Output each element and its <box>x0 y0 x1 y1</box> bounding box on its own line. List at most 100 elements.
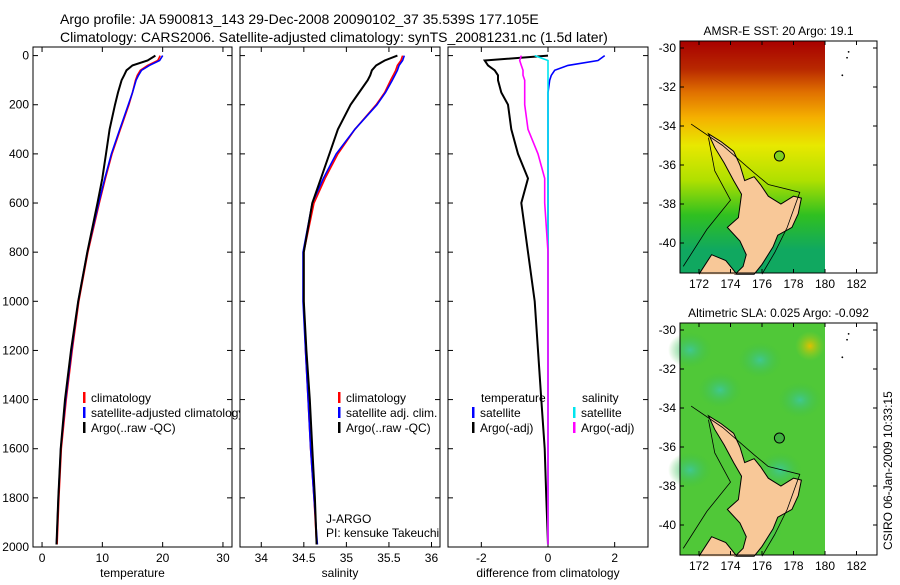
island-kermadec <box>846 56 848 59</box>
series-line-satellite-adj-clim- <box>302 55 406 545</box>
panel-temperature: 0 10 20 30 0 200 400 600 800 1000 1200 1400 1600 1800… <box>2 46 244 580</box>
lon-tick-label: 182 <box>846 559 866 573</box>
island-kermadec <box>846 338 848 341</box>
legend-swatch <box>338 422 341 433</box>
sla-anomaly <box>668 332 712 368</box>
figure-title-line2: Climatology: CARS2006. Satellite-adjuste… <box>60 29 608 45</box>
x-tick-label: 10 <box>96 551 110 565</box>
lon-tick-label: 180 <box>815 559 835 573</box>
legend-label: satellite <box>581 406 622 420</box>
y-tick-label: 0 <box>22 49 29 63</box>
lat-tick-label: -36 <box>659 440 677 454</box>
y-tick-label: 200 <box>9 98 29 112</box>
lon-tick-label: 174 <box>720 277 740 291</box>
legend-label: Argo(-adj) <box>480 421 533 435</box>
x-tick-label: 34.5 <box>292 551 316 565</box>
lon-tick-label: 176 <box>752 559 772 573</box>
lon-tick-label: 174 <box>720 559 740 573</box>
y-tick-label: 1600 <box>2 442 29 456</box>
legend-label: Argo(..raw -QC) <box>91 421 176 435</box>
lon-tick-label: 176 <box>752 277 772 291</box>
map-frame <box>679 322 878 556</box>
lon-tick-label: 178 <box>783 277 803 291</box>
x-tick-label: 0 <box>39 551 46 565</box>
lat-tick-label: -38 <box>659 479 677 493</box>
x-axis-label: difference from climatology <box>476 566 619 580</box>
land-north-island <box>707 414 802 557</box>
legend-swatch <box>472 407 475 418</box>
lat-tick-label: -38 <box>659 197 677 211</box>
argo-float-marker <box>773 150 785 162</box>
series-line-argo-raw-qc- <box>302 54 398 545</box>
sla-anomaly <box>738 342 782 378</box>
sla-anomaly <box>795 331 825 361</box>
x-tick-label: 35 <box>340 551 354 565</box>
legend-swatch <box>83 392 86 403</box>
panel-salinity: 34 34.5 35 35.5 36 salinity climatologysatelli… <box>239 46 441 580</box>
lat-tick-label: -34 <box>659 401 677 415</box>
legend-swatch <box>573 422 576 433</box>
map-sst: AMSR-E SST: 20 Argo: 19.1 172 174 176 178 180… <box>659 24 878 291</box>
sla-anomaly <box>698 372 742 408</box>
lat-tick-label: -30 <box>659 323 677 337</box>
lat-tick-label: -36 <box>659 158 677 172</box>
annotation-text: J-ARGO <box>326 512 371 526</box>
x-tick-label: 30 <box>216 551 230 565</box>
lat-tick-label: -34 <box>659 119 677 133</box>
legend-swatch <box>573 407 576 418</box>
sla-anomaly <box>668 452 712 488</box>
legend-heading-salinity: salinity <box>582 391 619 405</box>
lon-tick-label: 172 <box>689 559 709 573</box>
map-frame <box>679 40 878 274</box>
x-tick-label: 36 <box>425 551 439 565</box>
legend-swatch <box>338 392 341 403</box>
series-line-temperature-argo-adj- <box>482 54 549 545</box>
legend-label: Argo(-adj) <box>581 421 634 435</box>
map-title: AMSR-E SST: 20 Argo: 19.1 <box>703 24 853 38</box>
timestamp: CSIRO 06-Jan-2009 10:33:15 <box>881 391 895 550</box>
y-tick-label: 1000 <box>2 294 29 308</box>
argo-float-marker <box>773 432 785 444</box>
y-tick-label: 1400 <box>2 393 29 407</box>
island-kermadec <box>841 356 844 359</box>
x-tick-label: 35.5 <box>377 551 401 565</box>
bathymetry-contour <box>690 123 801 275</box>
bathymetry-contour <box>682 137 731 267</box>
lon-tick-label: 180 <box>815 277 835 291</box>
x-axis-label: salinity <box>322 566 359 580</box>
lon-tick-label: 182 <box>846 277 866 291</box>
y-tick-label: 800 <box>9 245 29 259</box>
lat-tick-label: -32 <box>659 80 677 94</box>
legend-label: satellite-adjusted climatology <box>91 406 244 420</box>
lon-tick-label: 178 <box>783 559 803 573</box>
legend-swatch <box>472 422 475 433</box>
legend-swatch <box>83 407 86 418</box>
y-tick-label: 1800 <box>2 491 29 505</box>
land-north-island <box>707 132 802 275</box>
plot-frame <box>32 46 233 548</box>
y-tick-label: 600 <box>9 196 29 210</box>
x-tick-label: 0 <box>545 551 552 565</box>
lat-tick-label: -40 <box>659 236 677 250</box>
legend-label: satellite <box>480 406 521 420</box>
bathymetry-contour <box>682 419 731 549</box>
series-line-argo-raw-qc- <box>55 54 156 545</box>
lon-tick-label: 172 <box>689 277 709 291</box>
island-kermadec <box>847 333 850 335</box>
island-kermadec <box>847 51 850 53</box>
series-line-salinity-argo-adj- <box>518 55 549 545</box>
x-tick-label: 34 <box>255 551 269 565</box>
land-south-island <box>698 254 738 275</box>
x-tick-label: -2 <box>476 551 487 565</box>
legend-heading-temperature: temperature <box>481 391 546 405</box>
lat-tick-label: -30 <box>659 41 677 55</box>
plot-frame <box>239 46 441 548</box>
legend-swatch <box>83 422 86 433</box>
legend-label: climatology <box>346 391 406 405</box>
x-tick-label: 2 <box>611 551 618 565</box>
sla-anomaly <box>778 382 822 418</box>
map-sla: Altimetric SLA: 0.025 Argo: -0.092 172 174… <box>659 306 878 573</box>
